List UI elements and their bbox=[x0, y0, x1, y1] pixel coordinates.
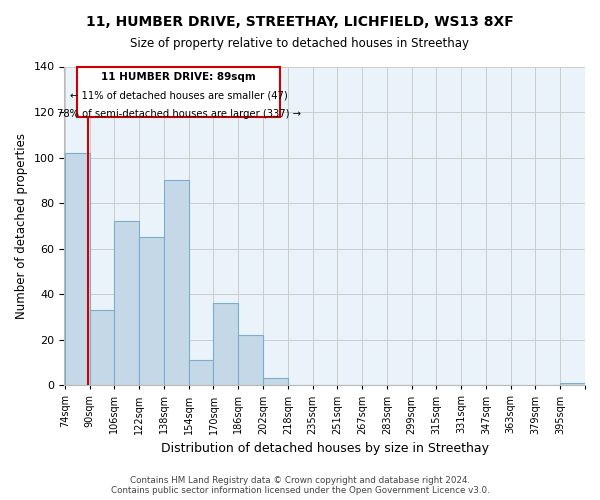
Bar bbox=[189, 360, 214, 386]
FancyBboxPatch shape bbox=[77, 66, 280, 116]
Bar bbox=[115, 222, 139, 386]
Bar bbox=[89, 310, 115, 386]
Text: 11, HUMBER DRIVE, STREETHAY, LICHFIELD, WS13 8XF: 11, HUMBER DRIVE, STREETHAY, LICHFIELD, … bbox=[86, 15, 514, 29]
Bar bbox=[238, 335, 263, 386]
X-axis label: Distribution of detached houses by size in Streethay: Distribution of detached houses by size … bbox=[161, 442, 489, 455]
Text: 78% of semi-detached houses are larger (337) →: 78% of semi-detached houses are larger (… bbox=[57, 108, 301, 118]
Bar bbox=[164, 180, 189, 386]
Bar bbox=[214, 304, 238, 386]
Text: 11 HUMBER DRIVE: 89sqm: 11 HUMBER DRIVE: 89sqm bbox=[101, 72, 256, 82]
Bar bbox=[263, 378, 288, 386]
Text: ← 11% of detached houses are smaller (47): ← 11% of detached houses are smaller (47… bbox=[70, 90, 288, 101]
Bar bbox=[65, 153, 89, 386]
Y-axis label: Number of detached properties: Number of detached properties bbox=[15, 133, 28, 319]
Text: Contains HM Land Registry data © Crown copyright and database right 2024.
Contai: Contains HM Land Registry data © Crown c… bbox=[110, 476, 490, 495]
Text: Size of property relative to detached houses in Streethay: Size of property relative to detached ho… bbox=[131, 38, 470, 51]
Bar bbox=[560, 383, 585, 386]
Bar bbox=[139, 238, 164, 386]
